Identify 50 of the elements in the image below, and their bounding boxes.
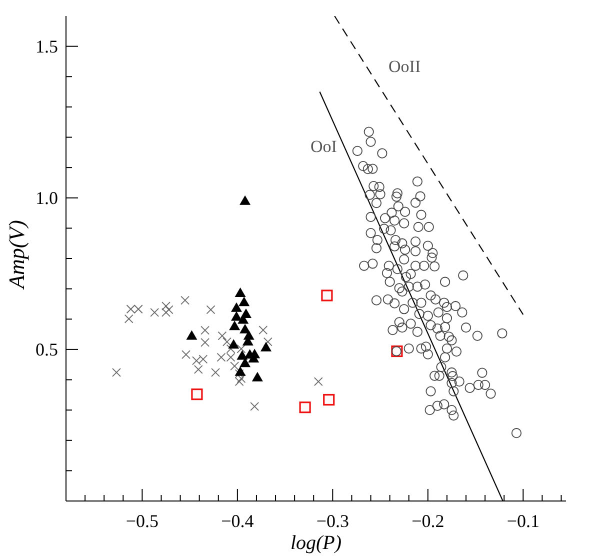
x-tick-label: −0.4 bbox=[221, 511, 254, 531]
point bbox=[250, 402, 260, 411]
point bbox=[314, 377, 323, 386]
point bbox=[124, 314, 134, 324]
point bbox=[112, 368, 121, 377]
point bbox=[234, 366, 246, 376]
point bbox=[162, 302, 170, 311]
y-tick-label: 0.5 bbox=[36, 339, 58, 360]
point bbox=[182, 350, 190, 360]
x-tick-label: −0.2 bbox=[412, 511, 444, 531]
point bbox=[263, 337, 272, 346]
point bbox=[222, 337, 232, 346]
series-label: OoII bbox=[388, 57, 421, 76]
point bbox=[234, 288, 246, 298]
point bbox=[229, 320, 240, 330]
point bbox=[206, 305, 216, 314]
y-axis-title: Amp(V) bbox=[4, 220, 29, 290]
point bbox=[252, 372, 263, 382]
point bbox=[180, 296, 190, 305]
point bbox=[240, 195, 251, 205]
point bbox=[260, 342, 272, 352]
x-tick-label: −0.5 bbox=[126, 511, 159, 531]
point bbox=[238, 296, 250, 306]
point bbox=[258, 326, 268, 334]
point bbox=[321, 290, 333, 302]
point bbox=[299, 402, 311, 414]
point bbox=[218, 331, 227, 340]
point bbox=[200, 338, 210, 347]
point bbox=[186, 330, 198, 340]
point bbox=[230, 302, 242, 312]
x-axis-title: log(P) bbox=[290, 532, 342, 554]
series-label: OoI bbox=[310, 136, 338, 156]
point bbox=[194, 364, 203, 374]
point bbox=[164, 305, 174, 314]
point bbox=[236, 374, 246, 383]
point bbox=[234, 377, 244, 386]
point bbox=[228, 339, 240, 349]
point bbox=[230, 311, 242, 321]
point bbox=[200, 326, 210, 335]
point bbox=[162, 308, 170, 317]
point bbox=[323, 394, 335, 406]
y-tick-label: 1.0 bbox=[36, 188, 58, 208]
point bbox=[230, 362, 240, 371]
x-tick-label: −0.1 bbox=[506, 511, 540, 531]
point bbox=[191, 388, 203, 400]
point bbox=[150, 308, 160, 317]
x-tick-label: −0.3 bbox=[316, 511, 349, 531]
point bbox=[236, 350, 248, 360]
y-tick-label: 1.5 bbox=[36, 36, 58, 56]
point bbox=[211, 368, 220, 377]
